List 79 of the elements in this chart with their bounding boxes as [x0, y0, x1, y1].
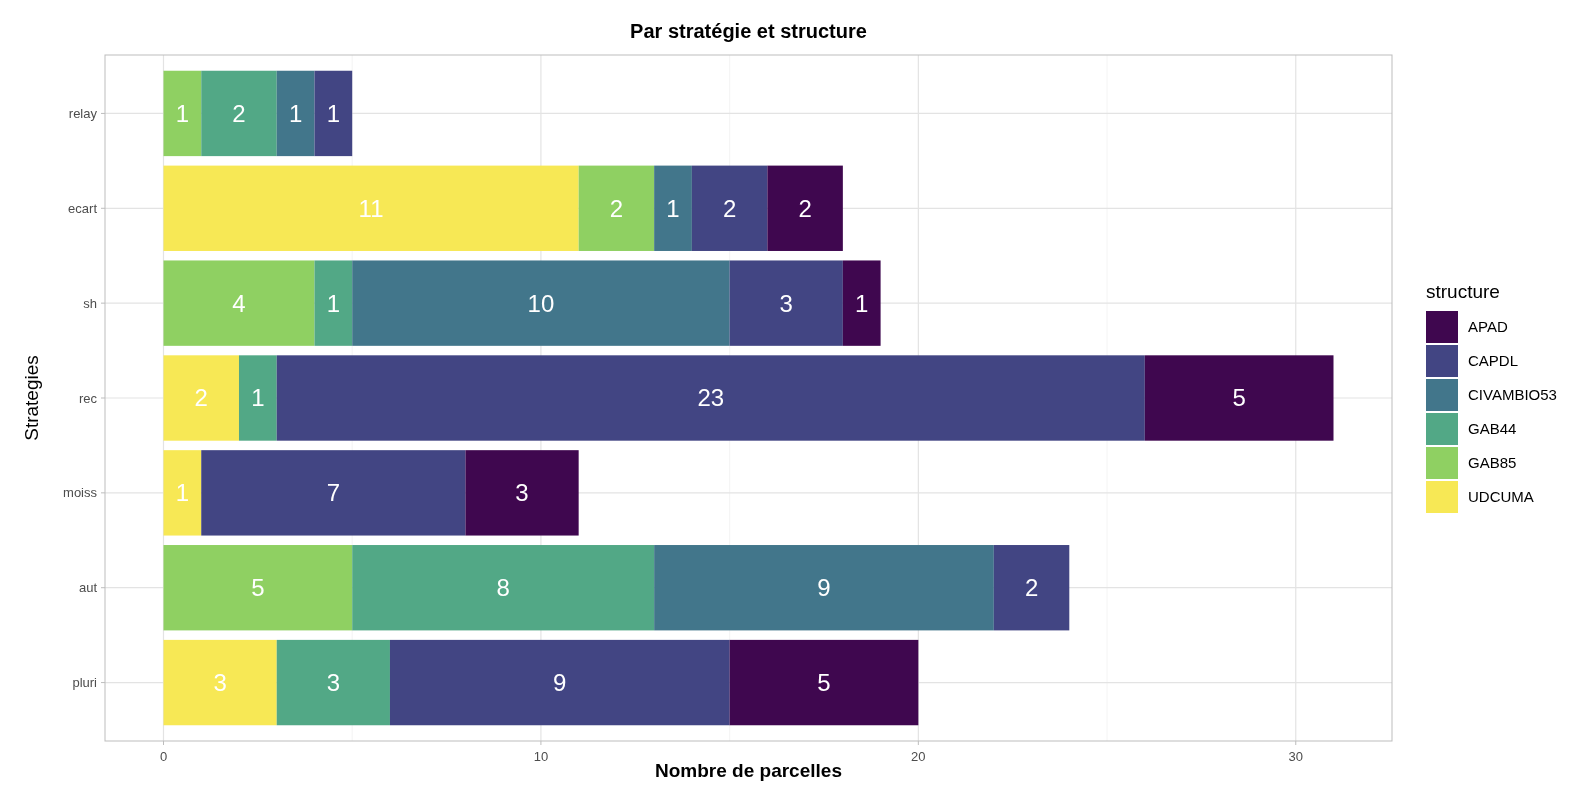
bar	[276, 639, 390, 726]
bar	[163, 639, 277, 726]
x-tick-label: 10	[533, 749, 549, 764]
data-label: 2	[1024, 574, 1039, 602]
bar	[238, 355, 277, 441]
y-axis-title: Strategies	[21, 355, 42, 441]
data-label: 2	[194, 384, 208, 412]
data-label: 5	[1232, 384, 1246, 412]
data-label: 1	[326, 99, 341, 127]
bar	[163, 70, 202, 157]
data-label: 9	[817, 574, 831, 602]
bar	[1144, 355, 1334, 441]
bar	[352, 545, 655, 631]
data-label: 1	[288, 99, 303, 127]
data-label: 2	[722, 194, 737, 222]
y-tick-label: relay	[68, 105, 98, 121]
data-label: 10	[527, 289, 555, 317]
bar	[314, 70, 353, 157]
chart-title: Par stratégie et structure	[630, 20, 867, 42]
bar	[163, 165, 579, 251]
data-label: 2	[609, 194, 624, 222]
bar	[163, 545, 353, 631]
data-label: 1	[175, 99, 190, 127]
y-tick-label: sh	[83, 295, 97, 311]
data-label: 2	[798, 194, 812, 222]
bar	[163, 355, 239, 441]
bar	[276, 70, 315, 157]
y-tick-label: moiss	[63, 485, 98, 501]
bar	[352, 260, 730, 346]
data-label: 1	[326, 289, 341, 317]
x-tick-label: 20	[911, 749, 926, 764]
bar	[729, 260, 843, 346]
bar	[163, 260, 315, 346]
y-tick-label: aut	[78, 580, 98, 596]
data-label: 3	[213, 668, 227, 696]
bar	[314, 260, 353, 346]
legend-label: GAB85	[1468, 454, 1517, 472]
bar	[842, 260, 881, 346]
bar	[163, 450, 202, 536]
data-label: 4	[232, 289, 246, 317]
data-label: 2	[232, 99, 246, 127]
data-label: 9	[553, 668, 567, 696]
bar	[993, 545, 1070, 631]
data-label: 1	[666, 194, 680, 222]
data-label: 3	[779, 289, 793, 317]
bar	[654, 165, 692, 251]
bar	[654, 545, 994, 631]
bar	[201, 450, 466, 536]
data-label: 3	[326, 668, 341, 696]
data-label: 5	[817, 668, 831, 696]
legend-title: structure	[1426, 281, 1500, 302]
data-label: 1	[855, 289, 869, 317]
legend-label: UDCUMA	[1468, 488, 1534, 506]
bar	[276, 355, 1145, 441]
legend-label: CAPDL	[1468, 352, 1519, 370]
bar	[201, 70, 277, 157]
legend-label: GAB44	[1468, 420, 1517, 438]
x-axis-title: Nombre de parcelles	[655, 760, 842, 781]
legend-label: APAD	[1468, 318, 1508, 336]
bar	[389, 639, 730, 726]
data-label: 5	[251, 574, 265, 602]
data-label: 23	[697, 384, 725, 412]
data-label: 8	[496, 574, 510, 602]
data-label: 1	[175, 479, 190, 507]
x-tick-label: 0	[159, 749, 168, 764]
bar	[767, 165, 843, 251]
data-label: 7	[326, 479, 341, 507]
bar	[578, 165, 655, 251]
y-tick-label: ecart	[68, 200, 98, 216]
x-tick-label: 30	[1288, 749, 1303, 764]
data-label: 11	[358, 194, 384, 222]
y-tick-label: pluri	[72, 675, 98, 691]
bar	[691, 165, 768, 251]
data-label: 1	[251, 384, 265, 412]
bar	[465, 450, 579, 536]
data-label: 3	[515, 479, 529, 507]
bar	[729, 639, 919, 726]
legend-label: CIVAMBIO53	[1468, 386, 1557, 404]
y-tick-label: rec	[78, 390, 98, 406]
